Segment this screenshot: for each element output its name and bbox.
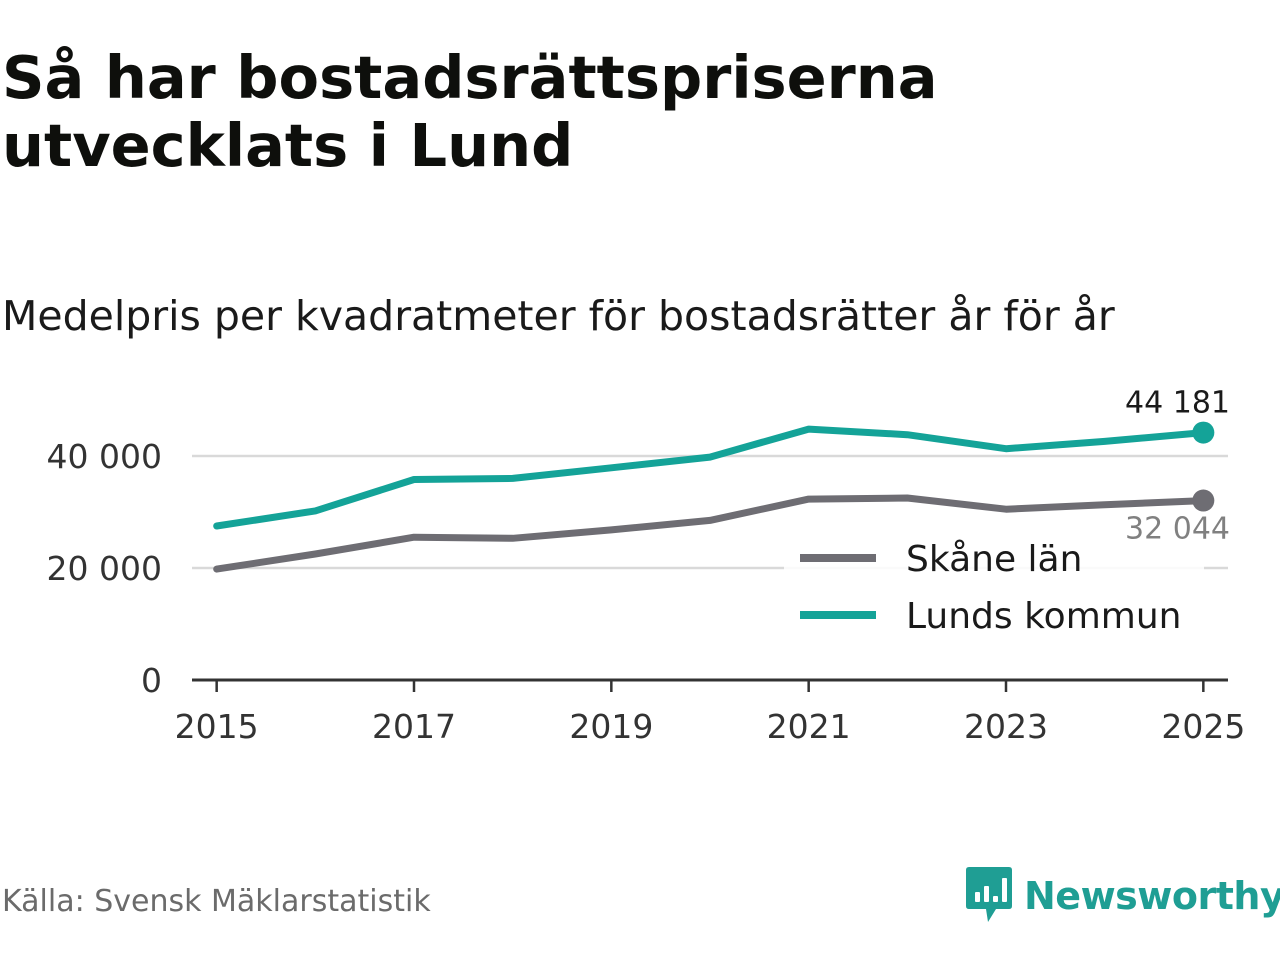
end-point-skane-lan	[1192, 489, 1215, 512]
x-tick-label: 2017	[372, 707, 456, 746]
source-note: Källa: Svensk Mäklarstatistik	[2, 884, 431, 919]
x-tick-label: 2025	[1161, 707, 1245, 746]
y-tick-label: 0	[141, 661, 162, 700]
series-line-skane-lan	[213, 494, 1207, 573]
brand-logo: Newsworthy	[964, 866, 1280, 926]
x-tick-label: 2023	[964, 707, 1048, 746]
legend-label-skane-lan: Skåne län	[906, 539, 1082, 580]
end-value-label-lunds-kommun: 44 181	[1125, 386, 1230, 421]
y-tick-label: 40 000	[47, 437, 162, 476]
x-tick-label: 2019	[569, 707, 653, 746]
chart-subtitle: Medelpris per kvadratmeter för bostadsrä…	[2, 292, 1115, 340]
series-line-lunds-kommun	[213, 425, 1207, 530]
y-tick-label: 20 000	[47, 549, 162, 588]
x-tick-label: 2021	[767, 707, 851, 746]
legend-label-lunds-kommun: Lunds kommun	[906, 596, 1181, 637]
brand-name: Newsworthy	[1024, 874, 1280, 918]
newsworthy-logo-icon	[966, 867, 1012, 922]
legend-background	[784, 530, 1204, 648]
x-tick-label: 2015	[175, 707, 259, 746]
end-value-label-skane-lan: 32 044	[1125, 512, 1230, 547]
chart-title: Så har bostadsrättspriserna utvecklats i…	[2, 43, 938, 180]
end-point-lunds-kommun	[1192, 421, 1215, 444]
